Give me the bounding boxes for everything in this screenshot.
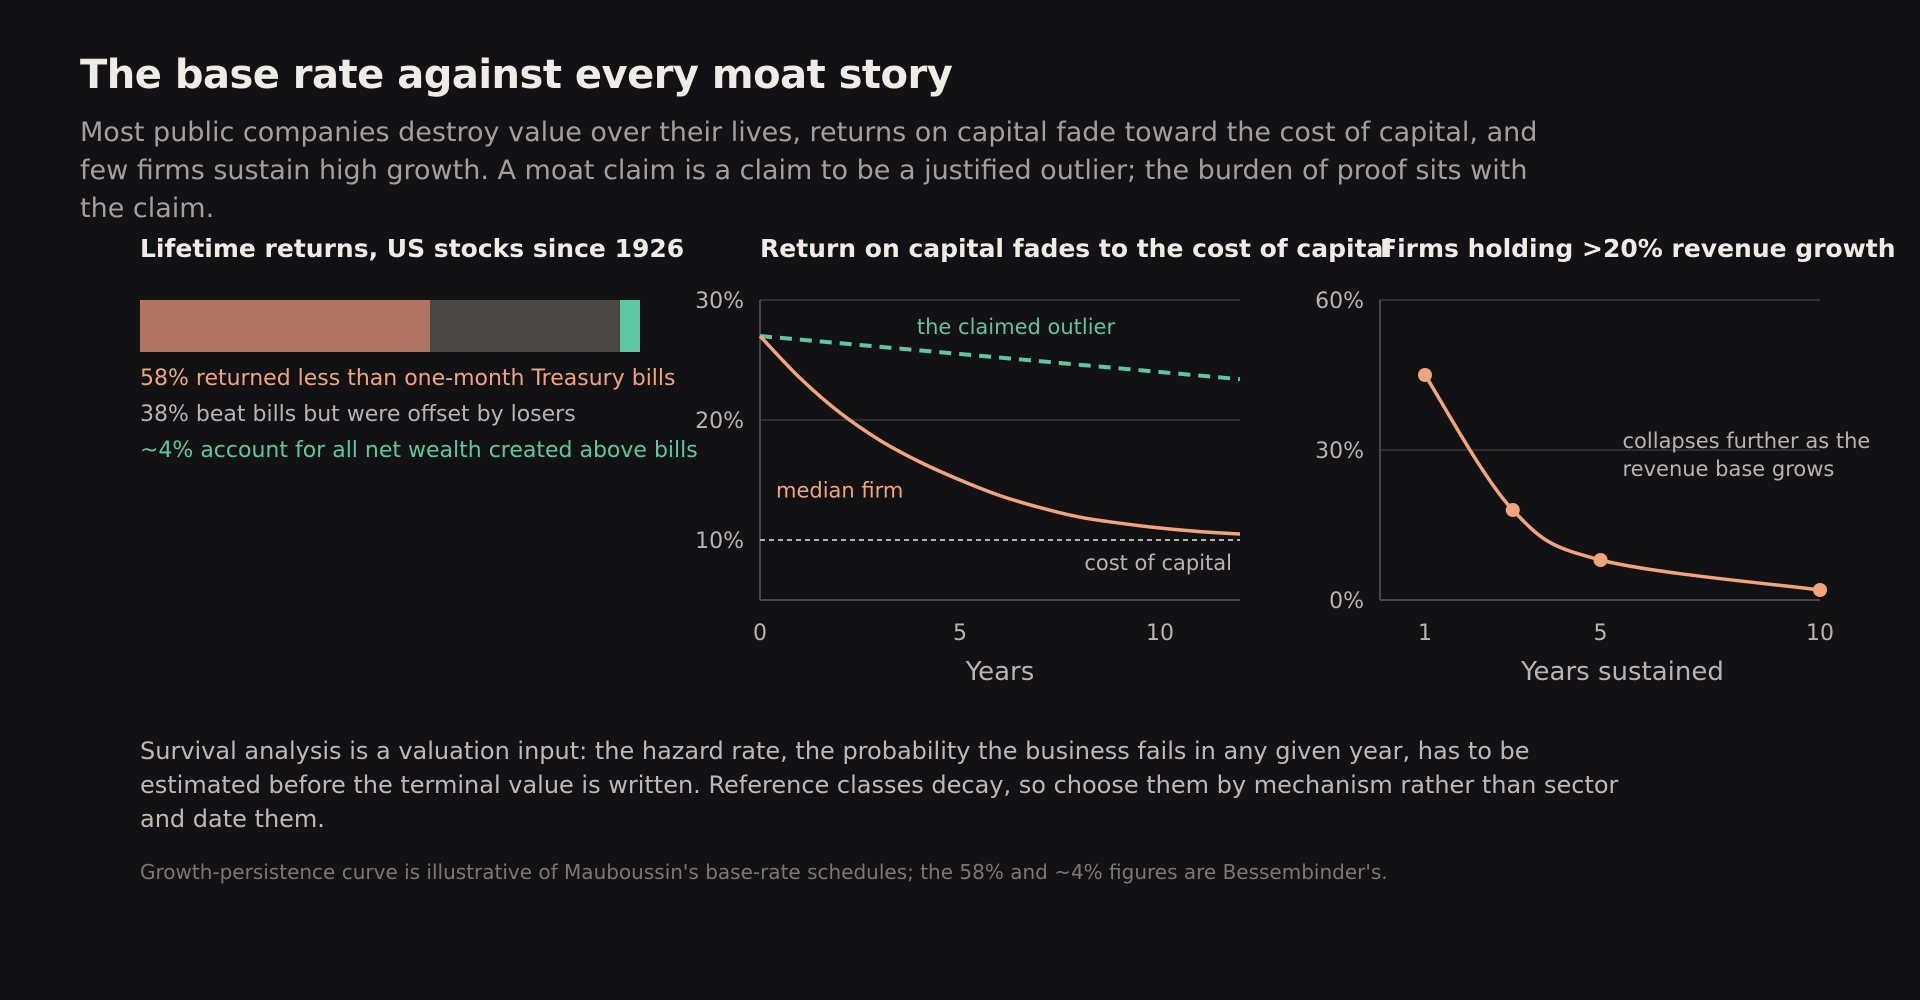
y-tick-label: 0% — [1329, 589, 1364, 614]
series-growth-persistence — [1423, 374, 1821, 592]
legend-losers: 58% returned less than one-month Treasur… — [140, 366, 676, 391]
bar-segment-winners — [620, 300, 640, 352]
x-tick-label: 0 — [753, 621, 767, 646]
annotation-line-1: collapses further as the — [1623, 429, 1871, 453]
x-tick-label: 10 — [1146, 621, 1174, 646]
body-text: Survival analysis is a valuation input: … — [140, 737, 1619, 833]
panel-title-lifetime-returns: Lifetime returns, US stocks since 1926 — [140, 234, 685, 263]
data-point — [1813, 583, 1827, 597]
panel-title-roic-fade: Return on capital fades to the cost of c… — [760, 234, 1392, 263]
data-point — [1418, 368, 1432, 382]
x-axis-label: Years sustained — [1520, 657, 1724, 687]
data-point — [1593, 553, 1608, 567]
x-tick-label: 10 — [1806, 621, 1834, 646]
x-axis-label: Years — [965, 657, 1035, 687]
y-tick-label: 60% — [1315, 289, 1364, 314]
x-tick-label: 5 — [1594, 621, 1608, 646]
label-cost-of-capital: cost of capital — [1084, 551, 1232, 575]
roic-fade-chart: 10% 20% 30% 0 5 10 Years cost of capital the cla… — [695, 289, 1241, 687]
bar-segment-middle — [430, 300, 620, 352]
page-subtitle: Most public companies destroy value over… — [80, 117, 1538, 224]
bar-segment-losers — [140, 300, 430, 352]
page-title: The base rate against every moat story — [80, 52, 953, 98]
y-tick-label: 30% — [695, 289, 744, 314]
data-point — [1505, 503, 1520, 517]
y-tick-label: 30% — [1315, 439, 1364, 464]
footnote: Growth-persistence curve is illustrative… — [140, 860, 1388, 884]
stacked-bar — [140, 300, 640, 352]
x-tick-label: 5 — [953, 621, 967, 646]
series-claimed-outlier — [759, 334, 1241, 382]
x-tick-label: 1 — [1418, 621, 1432, 646]
annotation-line-2: revenue base grows — [1623, 457, 1835, 481]
label-median-firm: median firm — [776, 479, 903, 503]
series-median-firm — [758, 334, 1241, 536]
growth-persistence-chart: 0% 30% 60% 1 5 10 Years sustained collapses fur… — [1315, 289, 1870, 687]
y-tick-label: 20% — [695, 409, 744, 434]
y-tick-label: 10% — [695, 529, 744, 554]
legend-winners: ~4% account for all net wealth created a… — [140, 438, 698, 463]
panel-title-growth-persistence: Firms holding >20% revenue growth — [1380, 234, 1896, 263]
legend-middle: 38% beat bills but were offset by losers — [140, 402, 576, 427]
label-claimed-outlier: the claimed outlier — [917, 315, 1116, 339]
